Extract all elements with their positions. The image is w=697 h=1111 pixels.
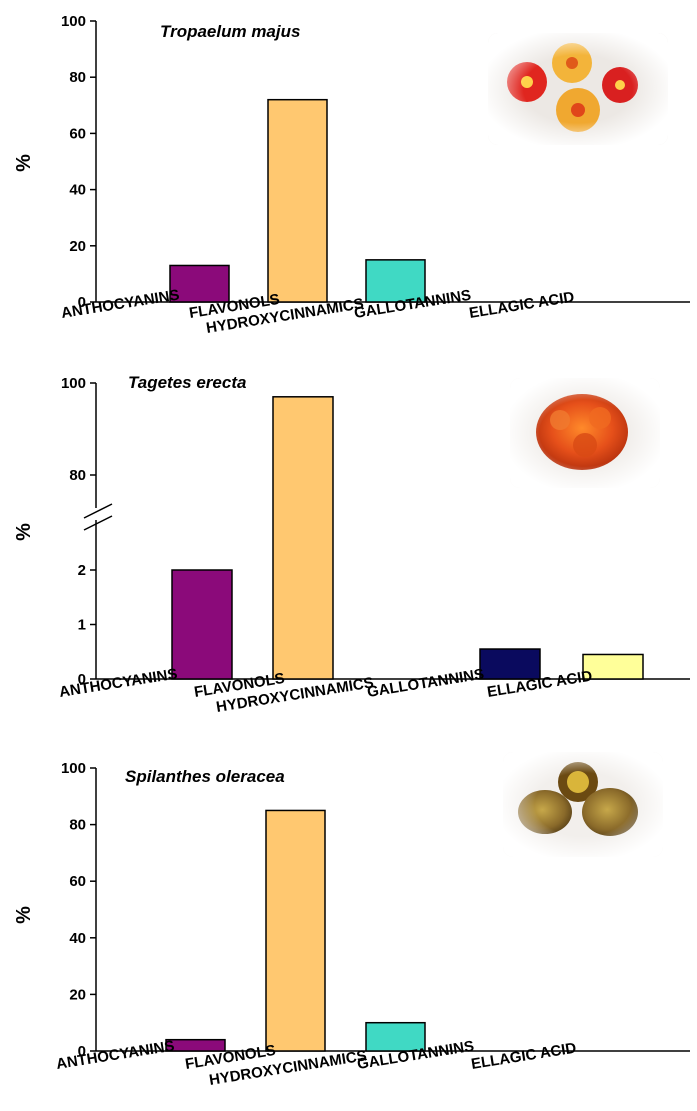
- y-tick-label: 20: [69, 238, 86, 255]
- x-tick-label: ANTHOCYANINS: [60, 286, 181, 321]
- x-tick-label: ANTHOCYANINS: [58, 665, 179, 700]
- chart-title: Spilanthes oleracea: [125, 767, 285, 786]
- panel-tropaelum-majus: Tropaelum majus % 0 20 40 60 80 100 ANTHOCYAN…: [13, 13, 690, 337]
- y-axis-label: %: [13, 906, 35, 924]
- y-tick-label: 80: [69, 467, 86, 484]
- bar-flavonols: [267, 98, 328, 303]
- bars: [169, 98, 426, 303]
- y-axis-label: %: [13, 154, 35, 172]
- y-tick-label: 1: [78, 617, 86, 634]
- y-tick-label: 100: [61, 13, 86, 30]
- y-tick-label: 40: [69, 930, 86, 947]
- bars: [171, 396, 644, 680]
- y-tick-label: 100: [61, 375, 86, 392]
- nasturtium-photo: [488, 33, 668, 145]
- bar-flavonols: [265, 809, 326, 1052]
- panel-spilanthes-oleracea: Spilanthes oleracea % 0 20 40 60 80 100 ANTHO…: [13, 752, 690, 1089]
- bars: [165, 809, 426, 1052]
- y-tick-label: 80: [69, 69, 86, 86]
- bar-anthocyanins: [165, 1038, 226, 1052]
- y-tick-label: 0: [78, 1043, 86, 1060]
- x-tick-label: GALLOTANNINS: [366, 666, 485, 701]
- bar-hydroxycinnamics: [365, 1021, 426, 1052]
- y-tick-label: 0: [78, 294, 86, 311]
- spilanthes-photo: [503, 752, 663, 857]
- x-tick-label: ELLAGIC ACID: [468, 289, 576, 322]
- bar-anthocyanins: [171, 569, 233, 680]
- x-tick-label: ANTHOCYANINS: [55, 1037, 176, 1072]
- y-axis-label: %: [13, 523, 35, 541]
- bar-gallotannins: [479, 648, 541, 680]
- y-tick-label: 80: [69, 817, 86, 834]
- bar-hydroxycinnamics: [365, 259, 426, 303]
- y-ticks: 0 20 40 60 80 100: [61, 13, 96, 311]
- y-tick-label: 0: [78, 671, 86, 688]
- axis-break-mark: [83, 515, 113, 531]
- y-ticks: 0 1 2 80 100: [61, 375, 96, 688]
- y-tick-label: 20: [69, 986, 86, 1003]
- y-tick-label: 100: [61, 760, 86, 777]
- y-tick-label: 60: [69, 125, 86, 142]
- y-tick-label: 60: [69, 873, 86, 890]
- bar-flavonols: [272, 396, 334, 680]
- axis-break-mark: [83, 503, 113, 519]
- chart-title: Tagetes erecta: [128, 373, 246, 392]
- chart-title: Tropaelum majus: [160, 22, 300, 41]
- bar-ellagic-acid: [582, 653, 644, 680]
- x-tick-label: ELLAGIC ACID: [470, 1040, 578, 1073]
- y-tick-label: 2: [78, 562, 86, 579]
- y-tick-label: 40: [69, 182, 86, 199]
- marigold-photo: [510, 378, 660, 488]
- y-ticks: 0 20 40 60 80 100: [61, 760, 96, 1060]
- bar-anthocyanins: [169, 264, 230, 303]
